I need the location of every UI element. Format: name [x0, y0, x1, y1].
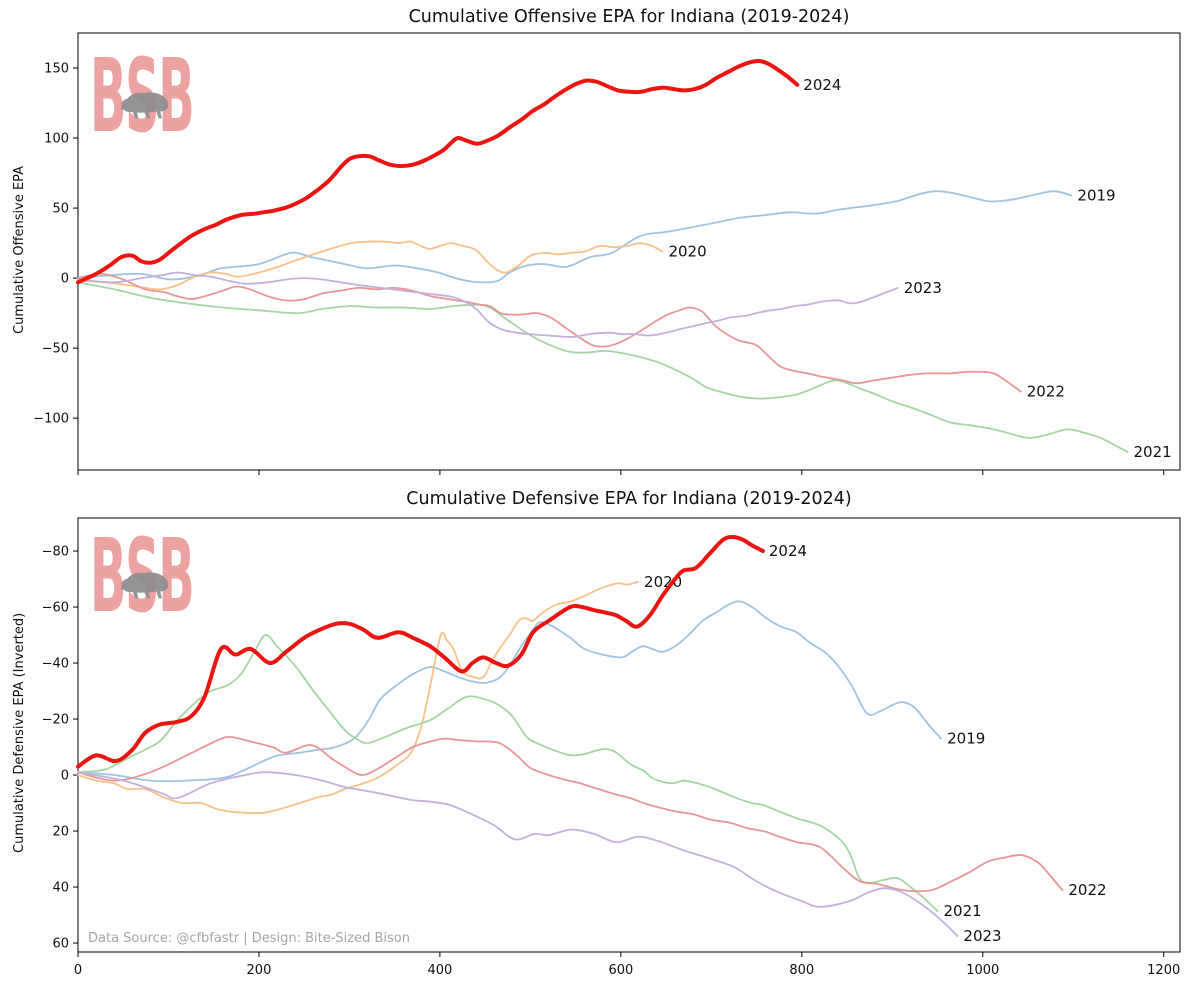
line-defense-2024 — [76, 535, 765, 769]
chart-title-defense: Cumulative Defensive EPA for Indiana (20… — [406, 489, 852, 509]
line-defense-2019 — [77, 600, 942, 783]
line-offense-2024 — [76, 58, 800, 285]
series-label-offense-2024: 2024 — [803, 76, 841, 94]
y-tick-label: −80 — [42, 545, 69, 560]
y-tick-label: 100 — [44, 132, 69, 147]
line-offense-2023 — [77, 271, 899, 338]
x-tick-label: 600 — [608, 963, 633, 978]
x-tick-label: 0 — [74, 963, 82, 978]
x-tick-label: 1000 — [966, 963, 999, 978]
series-label-defense-2021: 2021 — [944, 902, 982, 920]
series-label-offense-2020: 2020 — [668, 243, 706, 261]
series-label-offense-2023: 2023 — [904, 279, 942, 297]
y-tick-label: −60 — [42, 601, 69, 616]
series-label-offense-2022: 2022 — [1027, 383, 1065, 401]
series-label-defense-2023: 2023 — [963, 927, 1001, 945]
credit-text: Data Source: @cfbfastr | Design: Bite-Si… — [88, 931, 410, 946]
line-defense-2020 — [77, 580, 639, 815]
series-label-defense-2020: 2020 — [644, 573, 682, 591]
defense-plot-border — [77, 517, 1181, 953]
series-label-offense-2021: 2021 — [1134, 443, 1172, 461]
y-tick-label: 0 — [61, 769, 69, 784]
y-tick-label: 0 — [61, 272, 69, 287]
y-tick-label: 60 — [52, 937, 69, 952]
y-tick-label: 40 — [52, 881, 69, 896]
x-tick-label: 400 — [427, 963, 452, 978]
line-offense-2021 — [77, 281, 1129, 453]
line-defense-2023 — [77, 771, 959, 937]
series-label-defense-2019: 2019 — [947, 730, 985, 748]
series-label-defense-2024: 2024 — [769, 542, 807, 560]
y-tick-label: −40 — [42, 657, 69, 672]
y-axis-label-offense: Cumulative Offensive EPA — [12, 165, 27, 334]
line-defense-2021 — [77, 634, 939, 912]
series-label-offense-2019: 2019 — [1077, 186, 1115, 204]
chart-title-offense: Cumulative Offensive EPA for Indiana (20… — [408, 7, 850, 27]
line-defense-2022 — [77, 736, 1064, 893]
y-tick-label: 20 — [52, 825, 69, 840]
offense-plot-border — [77, 32, 1181, 471]
y-tick-label: −100 — [33, 412, 69, 427]
x-tick-label: 200 — [247, 963, 272, 978]
y-tick-label: −20 — [42, 713, 69, 728]
y-tick-label: 150 — [44, 62, 69, 77]
y-tick-label: 50 — [52, 202, 69, 217]
x-tick-label: 800 — [789, 963, 814, 978]
line-offense-2020 — [77, 240, 664, 291]
line-offense-2019 — [77, 190, 1073, 284]
line-offense-2022 — [77, 272, 1022, 393]
y-axis-label-defense: Cumulative Defensive EPA (Inverted) — [12, 612, 27, 853]
y-tick-label: −50 — [42, 342, 69, 357]
series-label-defense-2022: 2022 — [1068, 881, 1106, 899]
x-tick-label: 1200 — [1147, 963, 1180, 978]
